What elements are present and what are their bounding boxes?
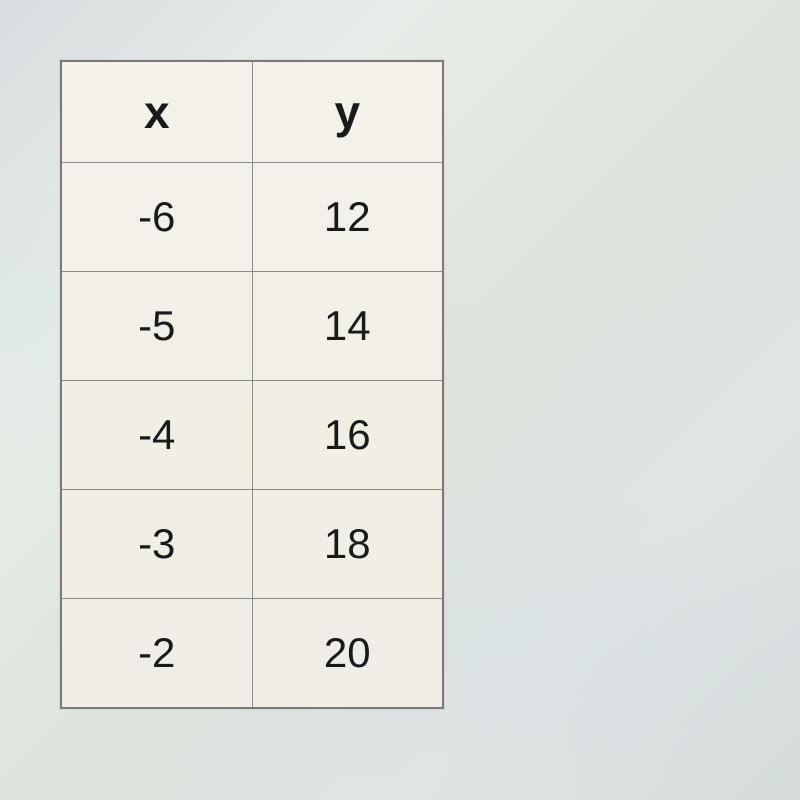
table-row: -2 20	[62, 599, 442, 707]
cell-y: 18	[253, 490, 443, 598]
cell-x: -6	[62, 163, 253, 271]
cell-y: 14	[253, 272, 443, 380]
table-header-row: x y	[62, 62, 442, 163]
column-header-y: y	[253, 62, 443, 162]
table-row: -6 12	[62, 163, 442, 272]
column-header-x: x	[62, 62, 253, 162]
cell-x: -3	[62, 490, 253, 598]
table-row: -5 14	[62, 272, 442, 381]
cell-y: 12	[253, 163, 443, 271]
cell-x: -5	[62, 272, 253, 380]
table-row: -4 16	[62, 381, 442, 490]
cell-x: -2	[62, 599, 253, 707]
table-row: -3 18	[62, 490, 442, 599]
cell-y: 20	[253, 599, 443, 707]
cell-x: -4	[62, 381, 253, 489]
cell-y: 16	[253, 381, 443, 489]
xy-data-table: x y -6 12 -5 14 -4 16 -3 18 -2 20	[60, 60, 444, 709]
